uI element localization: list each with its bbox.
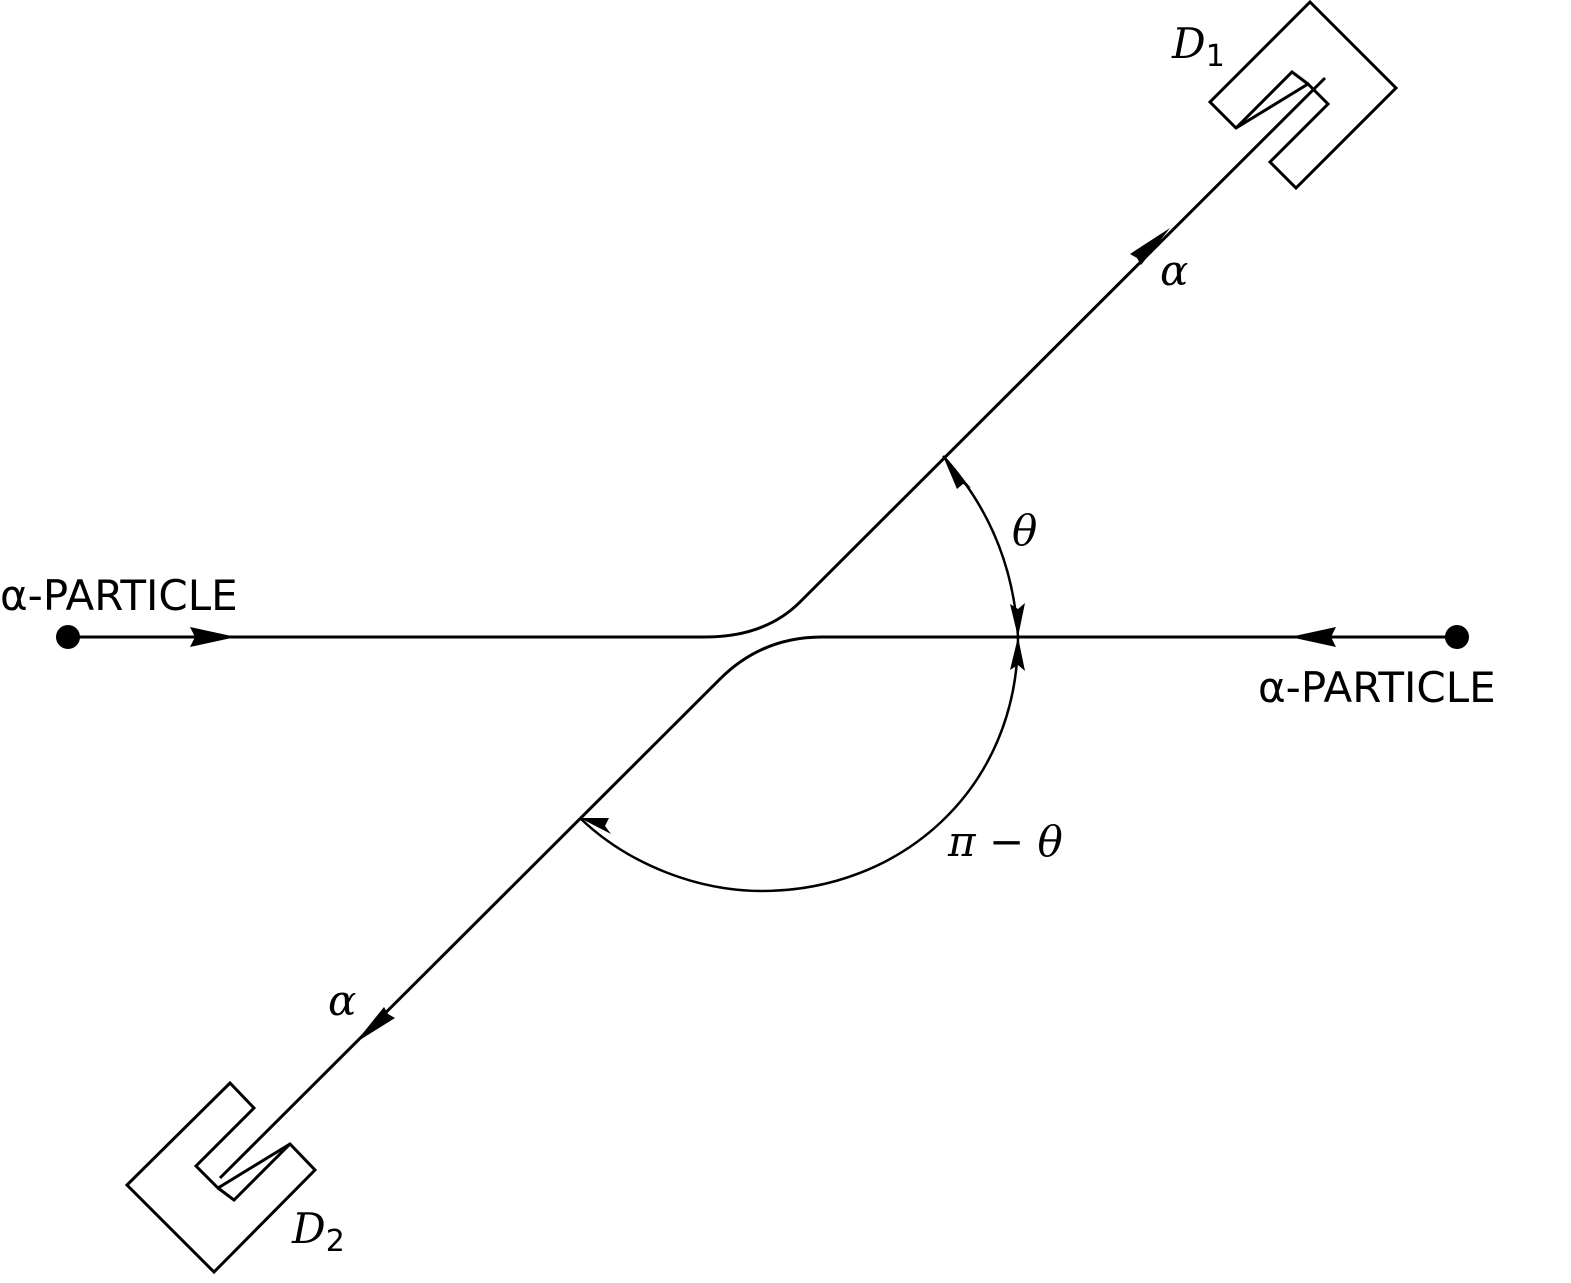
upper-alpha-label: α (1160, 246, 1188, 295)
theta-arrow-bottom (1010, 603, 1025, 637)
left-source-label: α-PARTICLE (0, 571, 238, 620)
detector-1-subscript: 1 (1206, 39, 1225, 74)
theta-label: θ (1012, 506, 1037, 555)
detector-2-slot (217, 1142, 292, 1202)
detector-2-letter: D (291, 1204, 326, 1253)
left-incoming-arrow (190, 627, 236, 647)
upper-outgoing-arrow (1130, 228, 1170, 265)
right-source-label: α-PARTICLE (1258, 663, 1496, 712)
detector-1 (1207, 0, 1399, 191)
theta-arc (942, 455, 1020, 638)
pi-minus-theta-arrow-top (1010, 637, 1025, 671)
lower-outgoing-arrow (355, 1007, 395, 1043)
pi-minus-theta-arc (579, 636, 1020, 893)
upper-trajectory (68, 76, 1327, 639)
pi-minus-theta-label: π − θ (947, 817, 1063, 866)
lower-alpha-label: α (328, 976, 356, 1025)
pi-minus-theta-arrow-left (580, 818, 611, 834)
right-incoming-arrow (1290, 627, 1336, 647)
detector-2-label: D2 (291, 1204, 345, 1259)
detector-2-subscript: 2 (326, 1224, 345, 1259)
detector-1-label: D1 (1171, 19, 1225, 74)
detector-2 (124, 1080, 318, 1275)
lower-trajectory (218, 635, 1457, 1180)
theta-arrow-top (943, 456, 971, 489)
detector-1-letter: D (1171, 19, 1206, 68)
detector-1-slot (1234, 70, 1309, 130)
